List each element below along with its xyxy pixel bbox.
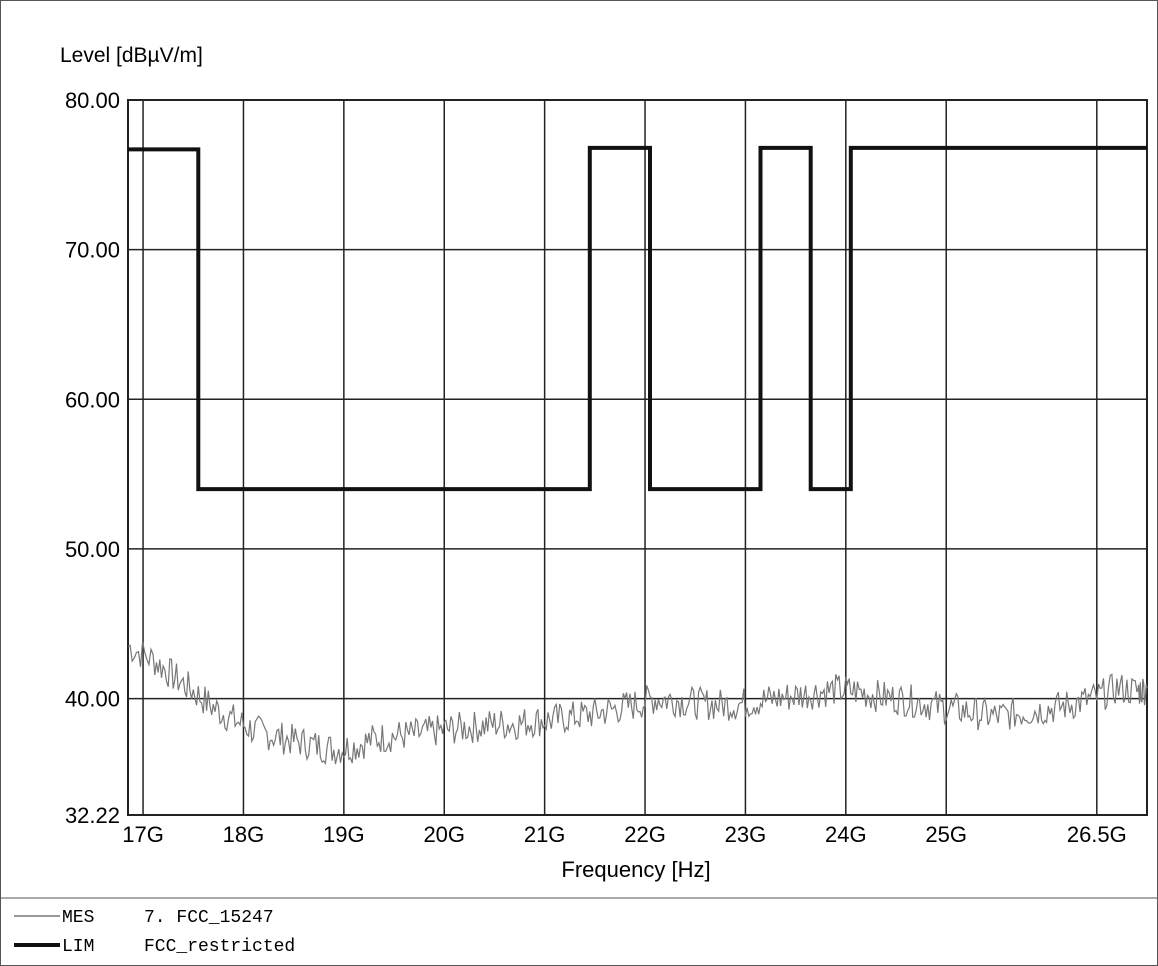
x-tick-label: 25G [925,822,967,847]
x-tick-label: 20G [423,822,465,847]
legend-label-mes: 7. FCC_15247 [144,908,274,928]
x-axis-label: Frequency [Hz] [561,857,710,882]
x-tick-label: 18G [223,822,265,847]
legend: MES 7. FCC_15247 LIM FCC_restricted [14,908,295,957]
x-tick-label: 17G [122,822,164,847]
y-tick-label: 80.00 [65,88,120,113]
x-tick-label: 19G [323,822,365,847]
x-tick-label: 24G [825,822,867,847]
y-tick-label: 70.00 [65,238,120,263]
x-tick-label: 26.5G [1067,822,1127,847]
series-line-fcc-restricted [128,145,1147,492]
x-tick-label: 23G [725,822,767,847]
y-tick-label: 40.00 [65,687,120,712]
legend-label-lim: FCC_restricted [144,937,295,957]
legend-key-lim: LIM [62,937,94,957]
y-tick-label: 50.00 [65,537,120,562]
x-tick-labels: 17G 18G 19G 20G 21G 22G 23G 24G 25G 26.5G [122,822,1127,847]
grid [128,100,1147,815]
x-tick-label: 22G [624,822,666,847]
legend-key-mes: MES [62,908,94,928]
y-tick-label: 60.00 [65,387,120,412]
y-tick-labels: 32.22 40.00 50.00 60.00 70.00 80.00 [65,88,120,828]
y-axis-label: Level [dBµV/m] [60,44,203,67]
plot-area-border [127,99,1148,816]
series-group [127,145,1148,766]
series-line-fcc-15247 [127,641,1148,766]
x-tick-label: 21G [524,822,566,847]
y-tick-label: 32.22 [65,803,120,828]
